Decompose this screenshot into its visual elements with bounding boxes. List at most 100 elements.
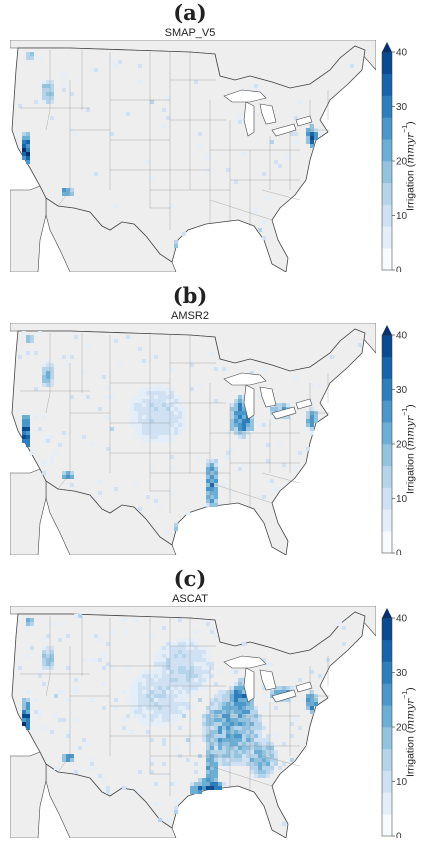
irrigation-cell: [150, 100, 154, 104]
irrigation-cell: [50, 730, 54, 734]
irrigation-cell: [254, 726, 258, 730]
irrigation-cell: [50, 379, 54, 383]
irrigation-cell: [130, 706, 134, 710]
irrigation-cell: [38, 710, 42, 714]
irrigation-cell: [242, 403, 246, 407]
irrigation-cell: [254, 84, 258, 88]
irrigation-cells: [18, 331, 362, 535]
irrigation-cell: [178, 646, 182, 650]
irrigation-cell: [46, 662, 50, 666]
irrigation-cell: [166, 702, 170, 706]
irrigation-cell: [154, 666, 158, 670]
colorbar-tick-label: 20: [396, 723, 408, 734]
irrigation-cell: [266, 766, 270, 770]
irrigation-cell: [218, 742, 222, 746]
irrigation-cell: [218, 718, 222, 722]
irrigation-cell: [166, 678, 170, 682]
irrigation-cell: [198, 646, 202, 650]
irrigation-cell: [270, 770, 274, 774]
irrigation-cell: [170, 431, 174, 435]
irrigation-cell: [158, 706, 162, 710]
irrigation-cell: [46, 367, 50, 371]
irrigation-cell: [62, 72, 66, 76]
irrigation-cell: [174, 244, 178, 248]
irrigation-cell: [306, 132, 310, 136]
irrigation-cell: [50, 662, 54, 666]
irrigation-cell: [190, 674, 194, 678]
irrigation-cell: [246, 427, 250, 431]
colorbar-swatch: [382, 683, 392, 706]
irrigation-cell: [154, 670, 158, 674]
irrigation-cell: [174, 642, 178, 646]
irrigation-cell: [146, 435, 150, 439]
irrigation-cell: [166, 694, 170, 698]
irrigation-cell: [178, 710, 182, 714]
irrigation-cell: [222, 698, 226, 702]
irrigation-cell: [194, 650, 198, 654]
irrigation-cell: [102, 706, 106, 710]
irrigation-cell: [162, 678, 166, 682]
irrigation-cell: [158, 439, 162, 443]
irrigation-cell: [246, 746, 250, 750]
irrigation-cell: [310, 423, 314, 427]
irrigation-cell: [142, 670, 146, 674]
irrigation-cell: [286, 686, 290, 690]
panel-label: (a): [173, 0, 207, 25]
irrigation-cell: [206, 487, 210, 491]
irrigation-cell: [178, 395, 182, 399]
irrigation-cell: [74, 335, 78, 339]
irrigation-cell: [230, 403, 234, 407]
irrigation-cell: [182, 232, 186, 236]
irrigation-cell: [234, 670, 238, 674]
irrigation-cell: [206, 786, 210, 790]
irrigation-cell: [146, 419, 150, 423]
irrigation-cell: [138, 395, 142, 399]
irrigation-cell: [250, 734, 254, 738]
irrigation-cell: [138, 435, 142, 439]
irrigation-cell: [194, 658, 198, 662]
irrigation-cell: [50, 455, 54, 459]
colorbar-tick-label: 30: [396, 102, 408, 113]
irrigation-cell: [170, 678, 174, 682]
irrigation-cell: [150, 634, 154, 638]
irrigation-cell: [274, 690, 278, 694]
irrigation-cell: [238, 686, 242, 690]
irrigation-cell: [154, 702, 158, 706]
irrigation-cell: [314, 132, 318, 136]
irrigation-cell: [138, 403, 142, 407]
irrigation-cell: [226, 766, 230, 770]
colorbar-tick-label: 10: [396, 211, 408, 222]
irrigation-cell: [238, 682, 242, 686]
irrigation-cell: [46, 359, 50, 363]
irrigation-cell: [154, 407, 158, 411]
irrigation-cell: [70, 471, 74, 475]
irrigation-cell: [218, 730, 222, 734]
irrigation-cell: [198, 144, 202, 148]
irrigation-cell: [234, 722, 238, 726]
irrigation-cell: [170, 698, 174, 702]
irrigation-cell: [202, 674, 206, 678]
irrigation-cell: [342, 626, 346, 630]
irrigation-cell: [42, 375, 46, 379]
state-borders: [20, 333, 330, 513]
irrigation-cell: [186, 738, 190, 742]
irrigation-cell: [230, 491, 234, 495]
irrigation-cell: [206, 758, 210, 762]
irrigation-cell: [194, 630, 198, 634]
irrigation-cell: [46, 84, 50, 88]
irrigation-cell: [146, 399, 150, 403]
irrigation-cell: [30, 52, 34, 56]
irrigation-cell: [142, 690, 146, 694]
irrigation-cell: [202, 646, 206, 650]
irrigation-cell: [270, 754, 274, 758]
irrigation-cell: [234, 423, 238, 427]
irrigation-cell: [174, 523, 178, 527]
irrigation-cell: [266, 750, 270, 754]
irrigation-cell: [178, 399, 182, 403]
irrigation-cell: [138, 714, 142, 718]
colorbar: 0 10 20 30 40: [381, 42, 408, 272]
irrigation-cell: [154, 419, 158, 423]
irrigation-cell: [166, 387, 170, 391]
irrigation-cell: [210, 483, 214, 487]
irrigation-cell: [186, 678, 190, 682]
